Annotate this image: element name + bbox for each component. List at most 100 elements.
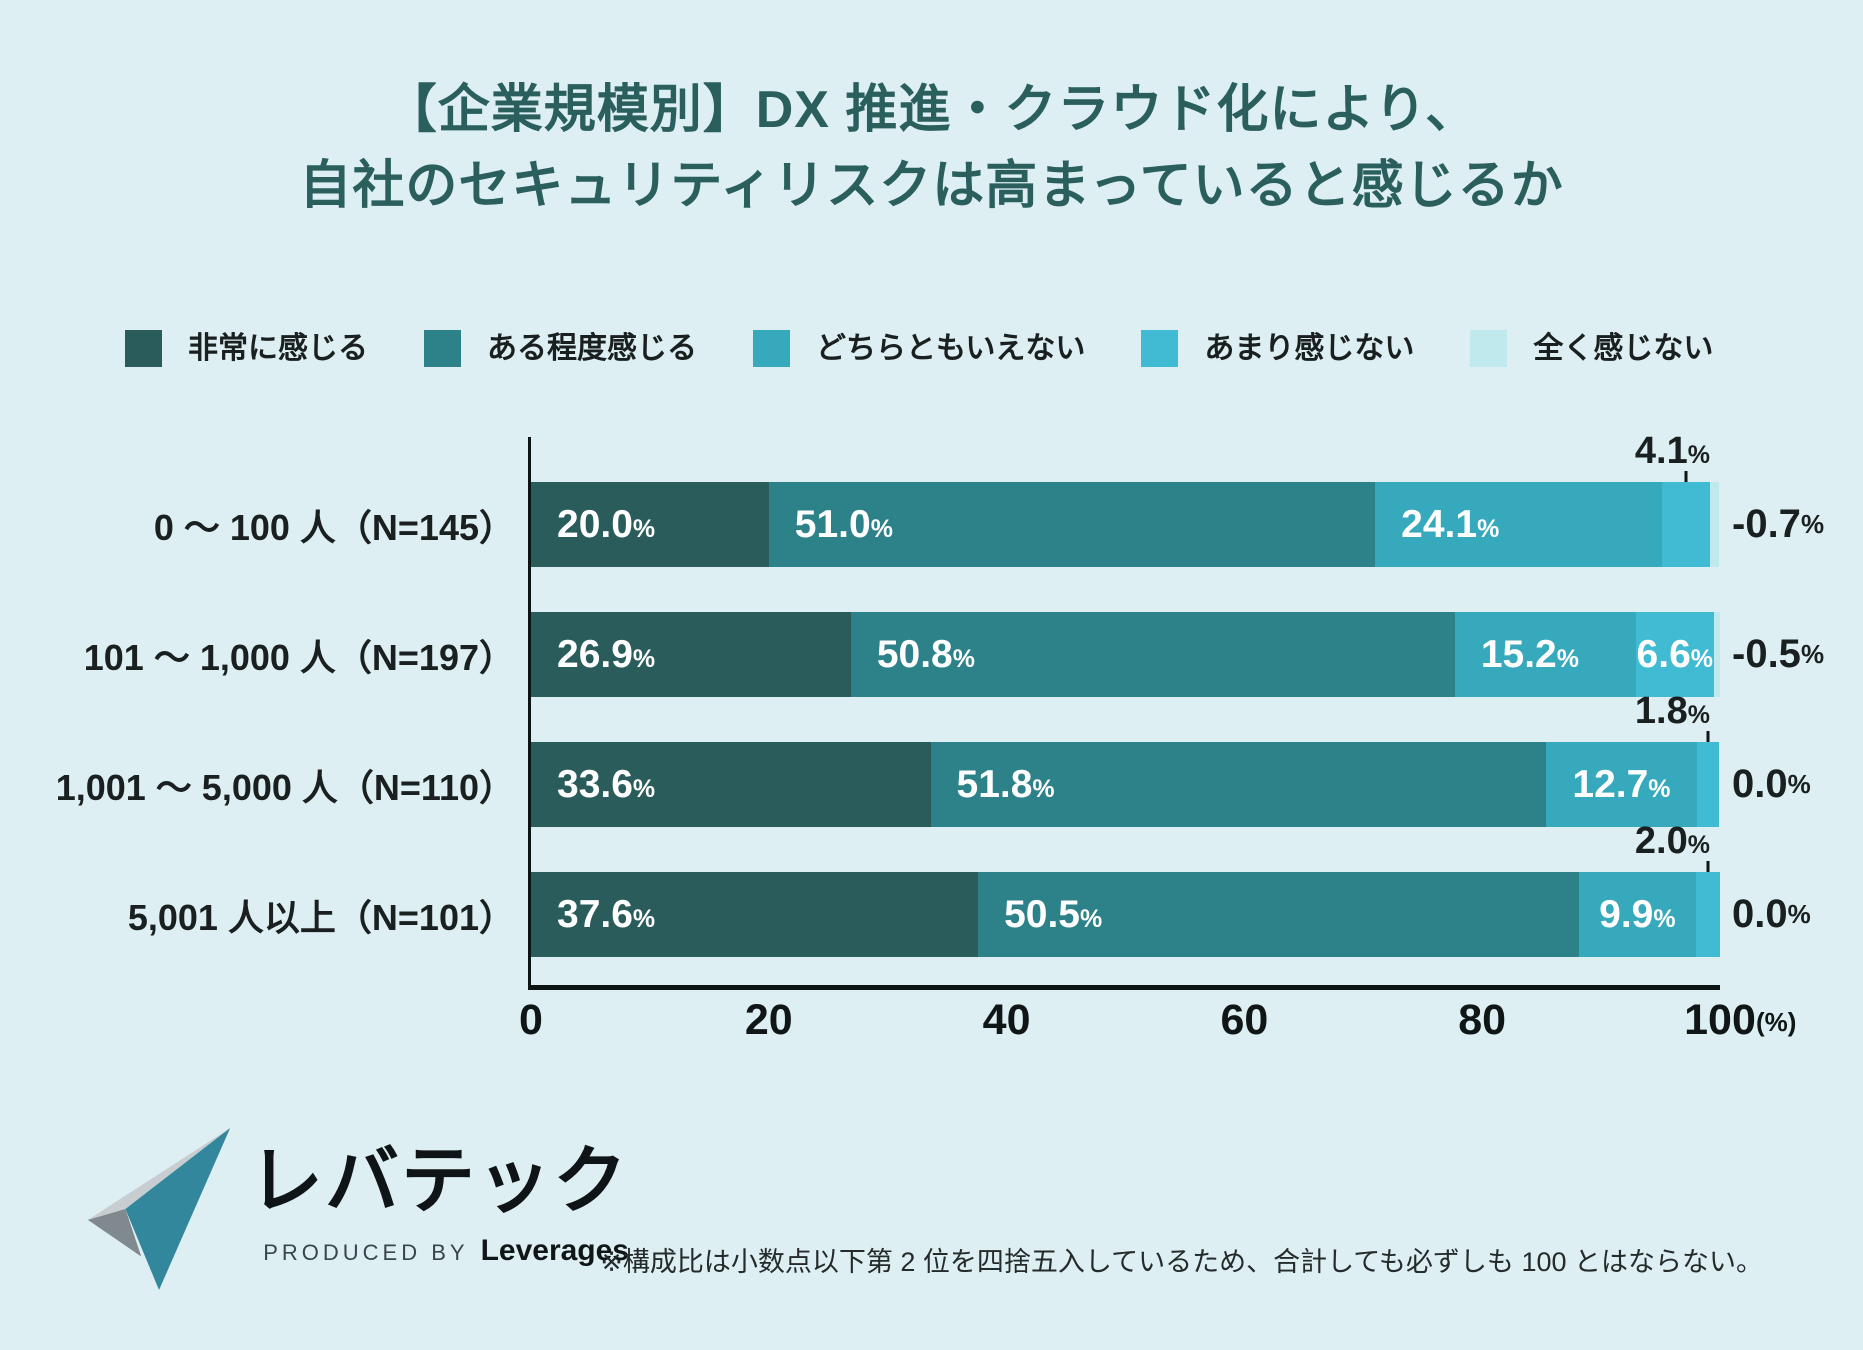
- chart-title-line-2: 自社のセキュリティリスクは高まっていると感じるか: [299, 157, 1564, 215]
- value-number: 33.6: [557, 763, 633, 806]
- plot-area: 0 ～ 100 人（N=145） 4.1% -0.7% 20.0% 51.0% 24.1%…: [56, 432, 1824, 1043]
- bar-segment: 50.5%: [978, 872, 1579, 957]
- bar-segment: 6.6%: [1635, 612, 1715, 697]
- segment-value-label: 15.2%: [1455, 635, 1579, 674]
- percent-sign: %: [1687, 441, 1710, 469]
- segment-value-label: 33.6%: [531, 765, 655, 804]
- x-axis-tick-label: 0: [519, 996, 543, 1044]
- segment-value-label: 50.8%: [851, 635, 975, 674]
- company-name: Leverages: [480, 1234, 629, 1267]
- bar-segment: [1661, 482, 1711, 567]
- value-number: 4.1: [1634, 430, 1688, 472]
- bar-segment: 12.7%: [1546, 742, 1698, 827]
- value-number: 6.6: [1636, 633, 1691, 676]
- produced-by-line: PRODUCED BY Leverages: [249, 1234, 629, 1268]
- value-number: 50.5: [1004, 893, 1080, 936]
- value-number: 37.6: [557, 893, 633, 936]
- percent-sign: %: [1687, 831, 1710, 859]
- legend-swatch-icon: [1141, 330, 1179, 367]
- legend-item: ある程度感じる: [424, 330, 697, 367]
- legend-swatch-icon: [424, 330, 461, 367]
- right-value-label: -0.7%: [1732, 482, 1824, 567]
- legend-swatch-icon: [1470, 330, 1508, 367]
- segment-value-label: 37.6%: [531, 895, 655, 934]
- produced-by-label: PRODUCED BY: [263, 1240, 469, 1265]
- value-number: 24.1: [1401, 503, 1478, 546]
- right-value-label: 0.0%: [1732, 872, 1811, 957]
- bar-segment: 9.9%: [1578, 872, 1697, 957]
- legend-item-label: 非常に感じる: [188, 332, 368, 365]
- value-number: 12.7: [1572, 763, 1649, 806]
- legend-item-label: どちらともいえない: [816, 332, 1086, 365]
- above-value-label: 1.8%: [1634, 690, 1710, 733]
- bar-segment: [1714, 612, 1720, 697]
- bar-segment: 51.8%: [930, 742, 1547, 827]
- segment-value-label: 6.6%: [1637, 635, 1713, 674]
- bar-segment: 15.2%: [1454, 612, 1636, 697]
- bar-segment: 20.0%: [531, 482, 769, 567]
- logo-wordmark: レバテック: [249, 1139, 629, 1222]
- legend-item-label: ある程度感じる: [487, 332, 697, 365]
- percent-sign: %: [1032, 775, 1055, 803]
- above-value-label: 2.0%: [1635, 822, 1710, 863]
- bar-segment: 26.9%: [531, 612, 851, 697]
- stacked-bar: 26.9% 50.8% 15.2% 6.6%: [531, 612, 1720, 697]
- value-number: 50.8: [876, 633, 953, 676]
- legend-item: 非常に感じる: [125, 330, 368, 367]
- value-number: 51.8: [956, 763, 1033, 806]
- percent-sign: %: [1800, 509, 1825, 539]
- percent-sign: %: [1653, 905, 1676, 933]
- logo-mark-icon: [87, 1127, 231, 1291]
- category-label: 5,001 人以上（N=101）: [127, 896, 515, 938]
- segment-value-label: 51.8%: [931, 765, 1055, 804]
- bar-segment: 51.0%: [768, 482, 1376, 567]
- percent-sign: %: [1687, 701, 1710, 729]
- segment-value-label: 12.7%: [1546, 765, 1670, 804]
- percent-sign: %: [1690, 645, 1713, 673]
- percent-sign: %: [1079, 905, 1103, 933]
- value-number: 1.8: [1634, 690, 1688, 732]
- value-number: -0.5: [1732, 632, 1801, 676]
- bar-segment: 37.6%: [531, 872, 979, 957]
- percent-sign: %: [952, 645, 975, 673]
- percent-sign: %: [1648, 775, 1671, 803]
- chart-row: 0 ～ 100 人（N=145） 4.1% -0.7% 20.0% 51.0% 24.1%: [154, 432, 1824, 567]
- stacked-bar: 37.6% 50.5% 9.9%: [531, 872, 1720, 957]
- legend: 非常に感じる ある程度感じる どちらともいえない あまり感じない 全く感じない: [125, 330, 1713, 367]
- segment-value-label: 20.0%: [531, 505, 655, 544]
- x-axis-unit-label: (%): [1756, 1007, 1797, 1037]
- chart-title: 【企業規模別】DX 推進・クラウド化により、 自社のセキュリティリスクは高まって…: [0, 72, 1863, 224]
- percent-sign: %: [1556, 645, 1579, 673]
- category-label: 1,001 ～ 5,000 人（N=110）: [55, 766, 515, 808]
- segment-value-label: 26.9%: [531, 635, 655, 674]
- x-axis-tick-label: 80: [1458, 996, 1507, 1044]
- percent-sign: %: [632, 905, 656, 933]
- x-axis: (%) 0 20 40 60 80 100: [519, 996, 1796, 1047]
- segment-value-label: 24.1%: [1375, 505, 1499, 544]
- bar-segment: [1710, 482, 1719, 567]
- stacked-bar: 20.0% 51.0% 24.1%: [531, 482, 1720, 567]
- logo-text-block: レバテック PRODUCED BY Leverages: [249, 1126, 629, 1294]
- above-label-tick: [1706, 731, 1710, 744]
- value-number: 0.0: [1732, 892, 1788, 936]
- legend-item: あまり感じない: [1141, 330, 1414, 367]
- value-number: 26.9: [557, 633, 633, 676]
- chart-row: 5,001 人以上（N=101） 2.0% 0.0% 37.6% 50.5% 9.9%: [128, 822, 1811, 957]
- percent-sign: %: [1787, 899, 1811, 929]
- value-number: -0.7: [1732, 502, 1801, 546]
- legend-swatch-icon: [753, 330, 790, 367]
- category-label: 101 ～ 1,000 人（N=197）: [83, 636, 515, 678]
- bar-segment: 33.6%: [531, 742, 931, 827]
- percent-sign: %: [1800, 639, 1825, 669]
- segment-value-label: 51.0%: [769, 505, 893, 544]
- segment-value-label: 9.9%: [1599, 895, 1675, 934]
- legend-item: 全く感じない: [1470, 330, 1713, 367]
- bar-segment: [1696, 872, 1720, 957]
- bar-segment: 24.1%: [1375, 482, 1662, 567]
- percent-sign: %: [632, 515, 656, 543]
- percent-sign: %: [1787, 769, 1811, 799]
- legend-item-label: 全く感じない: [1533, 332, 1714, 365]
- right-value-label: 0.0%: [1732, 742, 1811, 827]
- percent-sign: %: [632, 645, 656, 673]
- category-label: 0 ～ 100 人（N=145）: [153, 506, 515, 548]
